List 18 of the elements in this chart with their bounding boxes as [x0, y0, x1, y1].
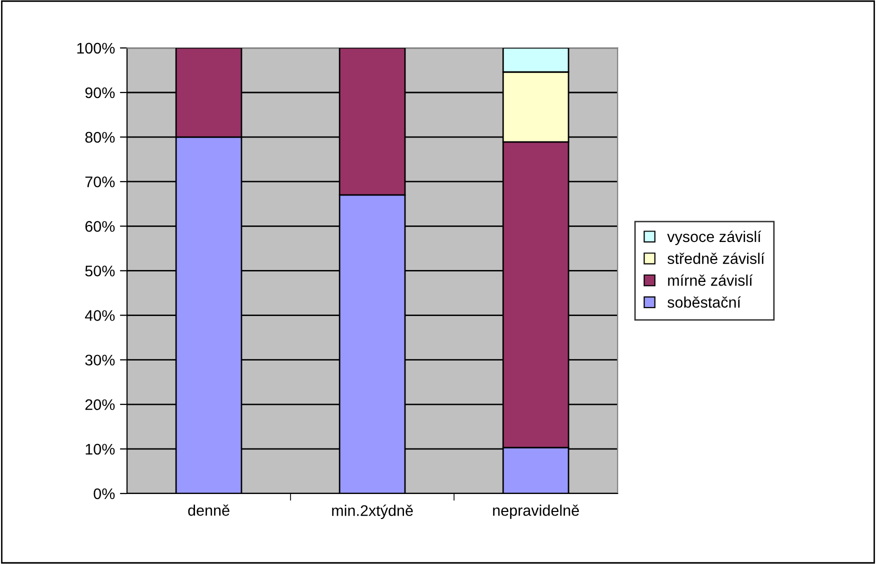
- y-tick-label: 10%: [86, 444, 115, 455]
- y-tick-label: 40%: [84, 310, 115, 321]
- legend-label: soběstační: [668, 296, 741, 308]
- x-tick-label: denně: [188, 504, 230, 516]
- legend-label: vysoce závislí: [667, 230, 762, 246]
- y-tick-label: 0%: [94, 488, 115, 500]
- y-tick-label: 50%: [85, 266, 115, 276]
- legend-label: středně závislí: [668, 252, 765, 264]
- y-tick-label: 30%: [85, 354, 115, 366]
- x-tick-label: nepravidelně: [493, 504, 579, 519]
- legend-label: mírně závislí: [668, 274, 753, 286]
- y-tick-label: 100%: [77, 42, 115, 54]
- y-tick-label: 60%: [85, 221, 115, 232]
- y-tick-label: 20%: [85, 399, 115, 410]
- y-tick-label: 80%: [85, 132, 115, 143]
- y-tick-label: 70%: [85, 176, 115, 188]
- x-tick-label: min.2xtýdně: [332, 504, 413, 520]
- y-tick-label: 90%: [85, 87, 115, 98]
